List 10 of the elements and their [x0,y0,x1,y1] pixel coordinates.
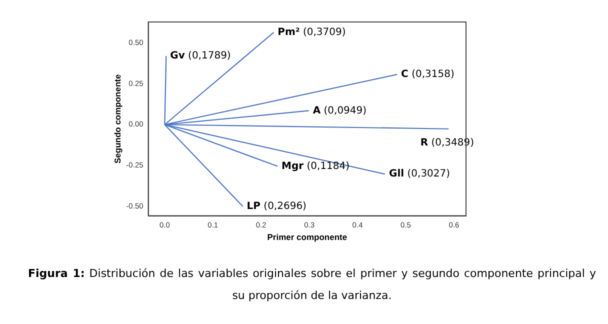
annotation: Pm² (0,3709) [278,27,346,38]
text: Figura 1: Distribución de las variables originales sobre el primer y segundo componente principal y su proporción de la varianza. [28,266,596,304]
annotation: C (0,3158) [401,69,454,80]
annotation: A (0,0949) [312,105,367,116]
y-axis-title: Segundo componente [112,74,122,164]
annotation: Mgr (0,1184) [282,160,350,172]
annotation: LP (0,2696) [246,200,307,212]
x-axis-title: Primer componente [267,232,348,242]
annotation: Gll (0,3027) [389,168,450,180]
annotation: Gv (0,1789) [170,50,231,62]
